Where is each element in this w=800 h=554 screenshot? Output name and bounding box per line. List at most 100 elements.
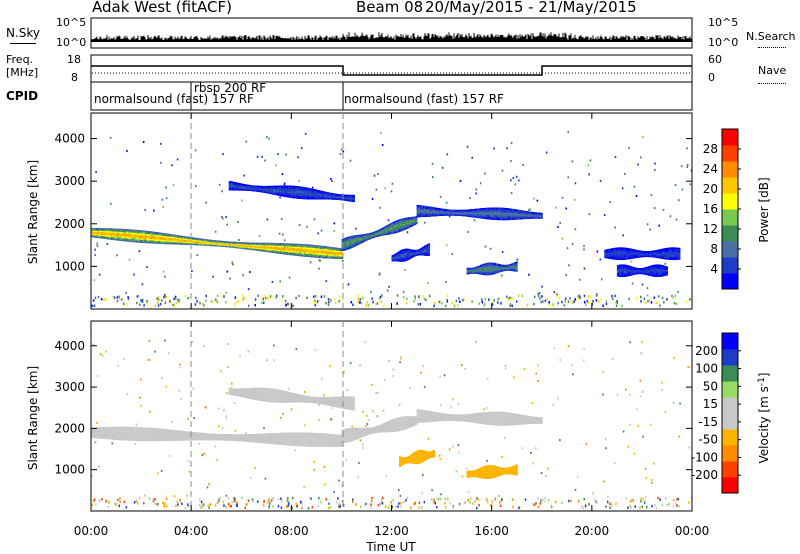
scatter-speck	[675, 218, 678, 221]
scatter-speck	[387, 219, 390, 222]
band-cell	[415, 218, 418, 220]
scatter-speck	[225, 216, 227, 219]
noise-speck	[103, 298, 106, 301]
noise-speck	[533, 295, 536, 299]
noise-speck	[405, 302, 408, 305]
noise-speck	[644, 301, 647, 304]
noise-speck	[366, 301, 368, 304]
scatter-speck	[165, 197, 168, 200]
noise-speck	[212, 300, 215, 304]
scatter-speck	[516, 258, 519, 261]
band-cell	[415, 219, 418, 222]
scatter-speck	[128, 258, 131, 261]
noise-speck	[316, 300, 319, 303]
noise-speck	[234, 296, 237, 299]
noise-speck	[478, 302, 481, 305]
noise-speck	[438, 300, 441, 304]
noise-speck	[334, 297, 336, 301]
noise-speck	[493, 299, 496, 302]
scatter-speck	[205, 201, 207, 204]
noise-speck	[518, 294, 520, 298]
noise-speck	[196, 300, 198, 303]
noise-speck	[360, 301, 363, 305]
scatter-speck	[431, 176, 434, 179]
cpid-segment-3: normalsound (fast) 157 RF	[344, 92, 504, 106]
noise-speck	[526, 303, 529, 307]
scatter-speck	[669, 215, 672, 218]
noise-speck	[262, 297, 264, 301]
noise-speck	[140, 299, 142, 302]
noise-speck	[136, 295, 138, 298]
scatter-speck	[96, 242, 98, 245]
noise-speck	[659, 304, 661, 307]
noise-speck	[600, 297, 602, 301]
scatter-speck	[479, 182, 482, 185]
scatter-speck	[142, 140, 145, 143]
band-cell	[415, 218, 418, 221]
noise-speck	[685, 300, 687, 303]
scatter-speck	[279, 280, 282, 283]
noise-speck	[254, 303, 256, 307]
scatter-speck	[515, 175, 518, 178]
noise-speck	[614, 294, 616, 298]
scatter-speck	[237, 220, 239, 223]
noise-speck	[285, 303, 287, 307]
noise-speck	[653, 296, 656, 299]
scatter-speck	[388, 285, 390, 288]
nsky-trace	[91, 32, 692, 42]
noise-speck	[287, 302, 289, 306]
noise-speck	[557, 301, 559, 305]
noise-speck	[295, 296, 297, 300]
noise-speck	[537, 294, 540, 298]
scatter-speck	[596, 293, 598, 296]
noise-speck	[216, 294, 219, 298]
scatter-speck	[473, 219, 476, 222]
noise-speck	[471, 300, 473, 303]
noise-speck	[597, 300, 600, 303]
scatter-speck	[379, 206, 381, 209]
scatter-speck	[423, 221, 426, 224]
nsky-tick-top: 10^5	[56, 16, 87, 29]
noise-speck	[433, 301, 436, 305]
noise-speck	[127, 296, 130, 300]
noise-speck	[325, 301, 327, 305]
noise-speck	[379, 295, 382, 299]
scatter-speck	[475, 192, 477, 195]
scatter-speck	[614, 226, 616, 229]
scatter-speck	[141, 283, 144, 286]
scatter-speck	[313, 218, 316, 221]
noise-speck	[118, 295, 120, 299]
scatter-speck	[229, 277, 231, 280]
noise-speck	[605, 299, 608, 303]
scatter-speck	[565, 274, 568, 277]
scatter-speck	[116, 254, 118, 257]
noise-speck	[173, 304, 176, 307]
scatter-speck	[161, 198, 164, 201]
noise-speck	[595, 299, 598, 302]
noise-speck	[233, 303, 236, 306]
scatter-speck	[637, 163, 639, 166]
noise-speck	[365, 304, 367, 307]
noise-speck	[509, 304, 511, 307]
noise-speck	[614, 301, 617, 304]
noise-speck	[314, 304, 316, 307]
noise-speck	[636, 296, 638, 300]
scatter-speck	[264, 159, 266, 162]
noise-speck	[146, 300, 148, 303]
noise-speck	[338, 300, 340, 303]
scatter-speck	[459, 179, 462, 182]
scatter-speck	[94, 248, 96, 251]
scatter-speck	[445, 280, 447, 283]
noise-speck	[242, 297, 245, 300]
noise-speck	[202, 303, 204, 306]
noise-speck	[591, 300, 593, 304]
scatter-speck	[144, 208, 146, 211]
noise-speck	[357, 300, 359, 303]
nsky-label-underline	[10, 43, 36, 44]
noise-speck	[453, 304, 456, 308]
scatter-speck	[297, 156, 299, 159]
scatter-speck	[278, 232, 281, 235]
scatter-speck	[628, 146, 630, 149]
noise-speck	[173, 297, 175, 301]
